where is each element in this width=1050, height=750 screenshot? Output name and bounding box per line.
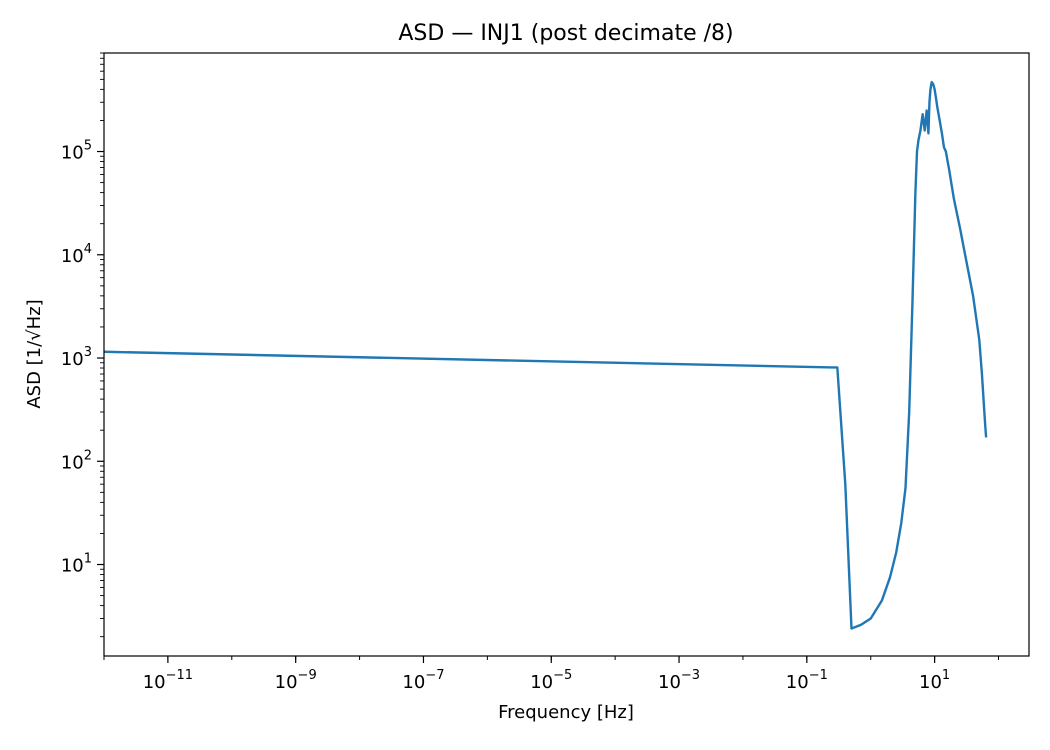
chart-title: ASD — INJ1 (post decimate /8): [398, 21, 733, 46]
x-tick-label: 10−3: [658, 668, 700, 693]
x-tick-label: 10−5: [530, 668, 572, 693]
y-tick-label: 102: [61, 448, 92, 473]
x-tick-label: 10−11: [143, 668, 193, 693]
y-tick-label: 101: [61, 552, 92, 577]
x-tick-label: 10−9: [275, 668, 317, 693]
y-tick-label: 103: [61, 345, 92, 370]
plot-frame: [103, 52, 1030, 657]
x-tick-label: 101: [919, 668, 950, 693]
x-tick-label: 10−7: [402, 668, 444, 693]
x-tick-label: 10−1: [786, 668, 828, 693]
x-axis-ticks: 10−11 10−9 10−7 10−5 10−3 10−1 101: [103, 656, 1000, 693]
y-axis-ticks: 101 102 103 104 105: [61, 52, 104, 638]
y-tick-label: 104: [61, 242, 92, 267]
x-axis-label: Frequency [Hz]: [498, 702, 634, 723]
y-axis-label: ASD [1/√Hz]: [24, 299, 45, 408]
plot-area: [103, 80, 988, 630]
series-line-0: [103, 80, 988, 630]
y-tick-label: 105: [61, 139, 92, 164]
